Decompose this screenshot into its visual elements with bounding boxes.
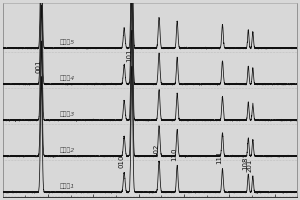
Text: 201: 201 bbox=[247, 158, 253, 172]
Text: 实施例4: 实施例4 bbox=[59, 76, 75, 81]
Text: 102: 102 bbox=[153, 144, 159, 157]
Text: 111: 111 bbox=[217, 151, 223, 164]
Text: 实施例5: 实施例5 bbox=[59, 40, 75, 45]
Text: 110: 110 bbox=[171, 147, 177, 161]
Text: 010: 010 bbox=[118, 154, 124, 168]
Text: 实施例2: 实施例2 bbox=[59, 148, 75, 153]
Text: 实施例1: 实施例1 bbox=[59, 184, 75, 189]
Text: 108: 108 bbox=[242, 156, 248, 170]
Text: 实施例3: 实施例3 bbox=[59, 112, 75, 117]
Text: 001: 001 bbox=[35, 59, 41, 73]
Text: 101: 101 bbox=[126, 48, 132, 62]
